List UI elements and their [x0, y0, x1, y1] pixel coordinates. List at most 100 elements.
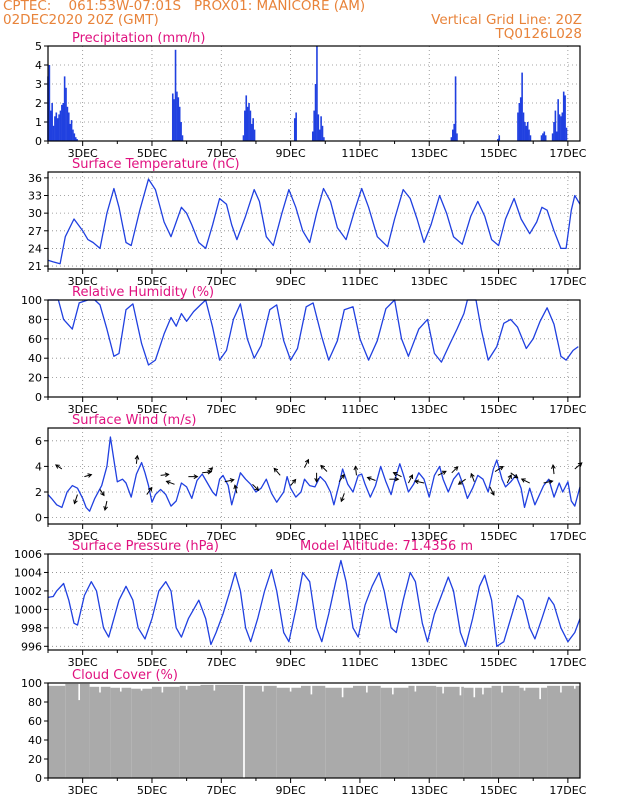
wind-xtick-label: 13DEC — [411, 530, 448, 543]
wind-vector-arrow — [134, 454, 140, 464]
pressure-ytick-label: 1006 — [14, 548, 42, 561]
cloud-dip — [78, 683, 80, 701]
precip-bar — [562, 91, 565, 141]
precip-bar — [178, 106, 181, 141]
pressure-ytick-label: 1002 — [14, 585, 42, 598]
precip-bar — [498, 135, 501, 141]
wind-vector-arrow — [494, 465, 504, 472]
wind-vector-arrow — [414, 479, 425, 485]
cloud-ytick-label: 80 — [28, 696, 42, 709]
precip-bar — [557, 99, 559, 141]
precip-bar — [174, 49, 177, 141]
humidity-panel: Relative Humidity (%) 0 20 40 60 80 100 3DEC 5DE… — [21, 285, 587, 416]
wind-ytick-label: 2 — [35, 486, 42, 499]
precip-bar — [51, 103, 53, 141]
precip-bar — [565, 127, 568, 141]
precip-bar — [521, 72, 523, 141]
precip-bar — [245, 95, 248, 141]
precip-bar — [181, 135, 184, 141]
precip-bar — [561, 112, 564, 141]
cloud-frame — [47, 682, 581, 779]
humidity-xtick-label: 5DEC — [137, 403, 167, 416]
temperature-ytick-label: 24 — [28, 242, 42, 255]
cloud-xtick-label: 11DEC — [341, 784, 378, 797]
wind-vector-arrow — [146, 486, 153, 495]
wind-vector-arrow — [54, 464, 63, 470]
wind-panel: Surface Wind (m/s) 0 2 4 6 3DEC 5DEC 7DEC 9DEC 11… — [35, 413, 587, 543]
wind-vector-arrow — [506, 474, 512, 484]
precip-bar — [173, 99, 175, 141]
pressure-line — [47, 559, 581, 647]
cloud-dip — [560, 683, 562, 693]
cloud-ytick-label: 40 — [28, 734, 42, 747]
cloud-dip — [442, 683, 444, 694]
wind-xtick-label: 5DEC — [137, 530, 167, 543]
wind-vector-arrow — [103, 500, 108, 511]
cloud-bar — [436, 686, 464, 778]
precip-bar — [544, 135, 547, 141]
wind-vector-arrow — [451, 466, 459, 474]
cloud-ytick-label: 20 — [28, 753, 42, 766]
precip-bar — [69, 123, 71, 141]
cloud-bar — [380, 687, 409, 778]
cloud-xtick-label: 3DEC — [68, 784, 98, 797]
precip-bar — [49, 110, 52, 141]
precip-bar — [58, 114, 60, 141]
precip-bar — [250, 123, 253, 141]
precip-bar — [551, 133, 554, 141]
precip-ytick-label: 1 — [35, 116, 42, 129]
wind-vector-arrow — [84, 473, 93, 478]
precip-bar — [248, 103, 250, 141]
humidity-xtick-label: 13DEC — [411, 403, 448, 416]
cloud-dip — [341, 683, 344, 698]
precip-bar — [540, 135, 543, 141]
precip-bar — [497, 139, 499, 141]
wind-xtick-label: 7DEC — [206, 530, 236, 543]
humidity-xtick-label: 3DEC — [68, 403, 98, 416]
precip-bar — [72, 129, 74, 141]
precip-bar — [313, 110, 315, 141]
precip-bar — [321, 125, 324, 141]
wind-vector-arrow — [233, 484, 238, 494]
precip-bar — [452, 129, 454, 141]
precip-bar — [59, 110, 62, 141]
cloud-xtick-label: 9DEC — [276, 784, 306, 797]
cloud-bar — [463, 687, 492, 778]
precip-bar — [244, 110, 246, 141]
precip-bar — [522, 112, 525, 141]
wind-vector-arrow — [73, 494, 78, 505]
wind-vector-arrow — [290, 478, 297, 486]
cloud-dip — [185, 683, 188, 690]
wind-vector-arrow — [207, 467, 214, 474]
cloud-dip — [501, 683, 503, 693]
precip-bar — [316, 46, 318, 141]
wind-vector-arrow — [520, 478, 530, 484]
precip-bar — [56, 118, 59, 141]
precip-bar — [180, 122, 182, 141]
cloud-dip — [414, 683, 417, 692]
temperature-title: Surface Temperature (nC) — [72, 157, 240, 172]
humidity-title: Relative Humidity (%) — [72, 285, 214, 300]
precip-bar — [320, 116, 322, 141]
cloud-ytick-label: 100 — [21, 677, 42, 690]
precip-bar — [524, 122, 526, 141]
humidity-ytick-label: 20 — [28, 372, 42, 385]
precip-bar — [519, 97, 522, 141]
cloud-xtick-label: 5DEC — [137, 784, 167, 797]
cloud-dip — [459, 683, 462, 696]
precip-ytick-label: 4 — [35, 59, 42, 72]
precip-bar — [542, 133, 544, 141]
pressure-panel: Surface Pressure (hPa) Model Altitude: 71… — [14, 539, 587, 669]
cloud-panel: Cloud Cover (%) 0 20 40 60 80 100 3DEC 5DEC 7DEC 9… — [21, 668, 587, 797]
temperature-frame — [47, 171, 581, 270]
humidity-frame — [47, 299, 581, 398]
wind-vector-arrow — [188, 474, 199, 479]
temperature-xtick-label: 11DEC — [341, 275, 378, 288]
precip-xtick-label: 17DEC — [549, 147, 586, 160]
precip-xtick-label: 13DEC — [411, 147, 448, 160]
pressure-xtick-label: 5DEC — [137, 656, 167, 669]
cloud-bar — [110, 687, 132, 778]
wind-vector-arrow — [224, 478, 235, 483]
precip-xtick-label: 7DEC — [206, 147, 236, 160]
